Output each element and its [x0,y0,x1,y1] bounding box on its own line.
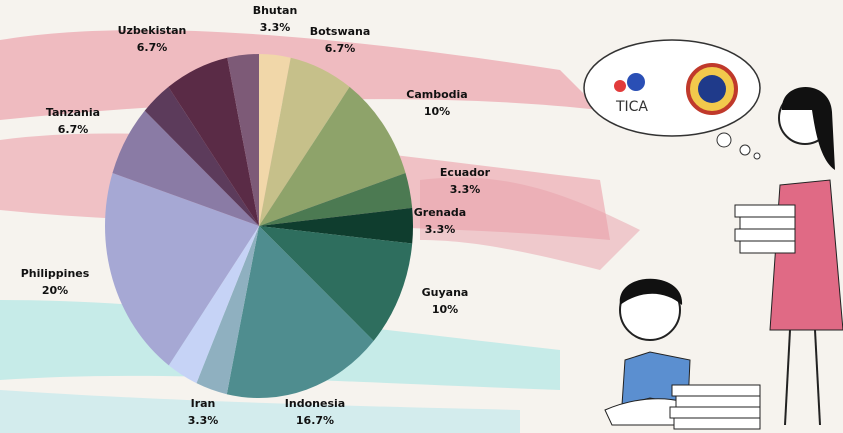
slice-label: Bhutan [253,4,298,17]
slice-value-label: 6.7% [137,41,168,54]
slice-label: Guyana [422,286,469,299]
pie-slice [112,110,259,226]
slice-label: Tanzania [46,106,100,119]
slice-label: Cambodia [406,88,467,101]
slice-label: Botswana [310,25,371,38]
pie-slice [259,226,413,341]
slice-value-label: 3.3% [188,414,219,427]
slice-value-label: 6.7% [58,123,89,136]
slice-value-label: 10% [424,105,450,118]
slice-value-label: 16.7% [296,414,334,427]
pie-slice [227,54,259,226]
pie [104,54,413,398]
slice-value-label: 3.3% [425,223,456,236]
labels: Bhutan 3.3% Botswana 6.7% Cambodia 10% Ecuador… [21,4,491,427]
illustration: TICA [583,39,843,430]
pie-slice [226,226,374,398]
slice-label: Indonesia [285,397,345,410]
slice-label: Uzbekistan [118,24,187,37]
pie-slice [259,86,406,226]
pie-slice [259,57,350,226]
slice-label: Iran [191,397,216,410]
slice-label: Philippines [21,267,90,280]
pie-slice [259,207,413,244]
slice-label: Ecuador [440,166,491,179]
slice-value-label: 3.3% [450,183,481,196]
slice-value-label: 20% [42,284,68,297]
pie-slice [104,173,259,366]
logo-text: TICA [615,99,648,115]
slice-value-label: 6.7% [325,42,356,55]
pie-slice [168,57,259,226]
pie-slice [259,173,413,226]
slice-label: Grenada [414,206,466,219]
pie-slice [168,226,259,384]
slice-value-label: 3.3% [260,21,291,34]
pie-slice [144,86,259,226]
pie-slice [196,226,259,395]
slice-value-label: 10% [432,303,458,316]
pie-slice [259,54,291,226]
